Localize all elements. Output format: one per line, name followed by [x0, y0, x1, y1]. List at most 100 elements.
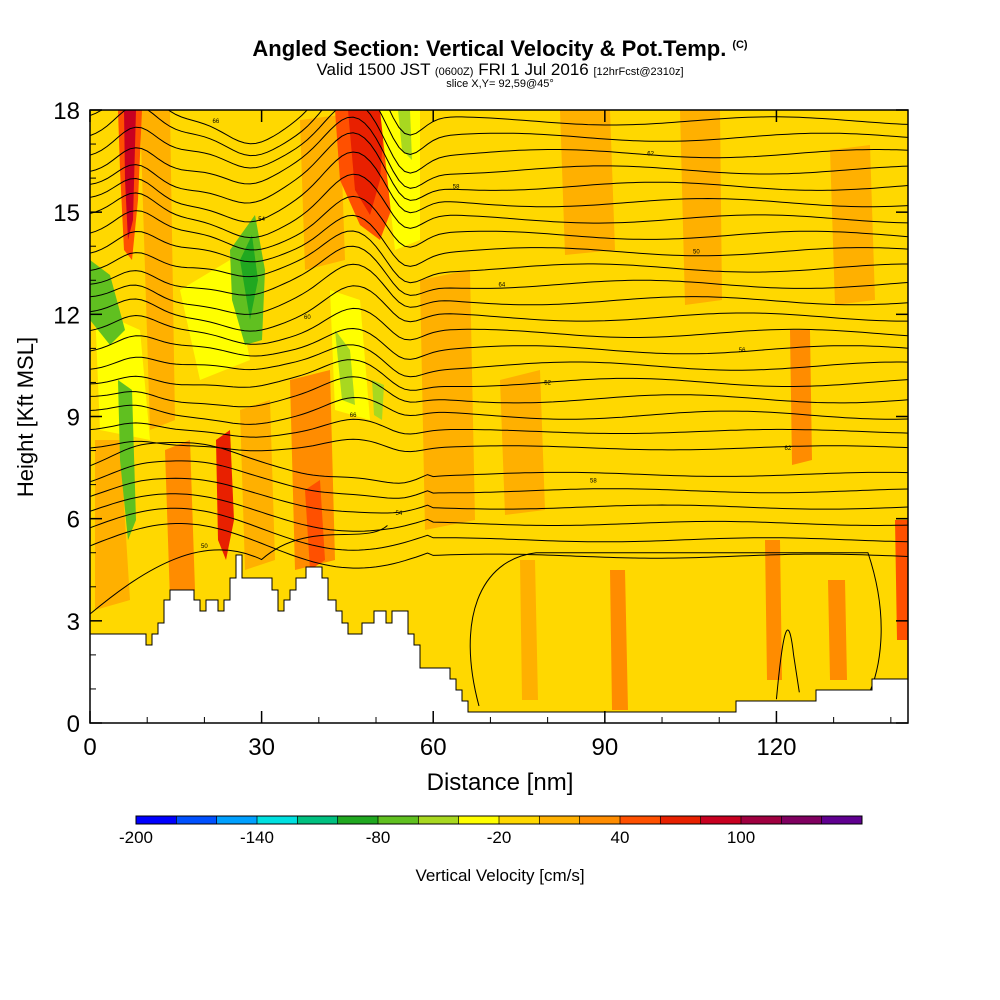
y-tick-label: 9: [67, 405, 80, 432]
colorbar-swatch: [176, 816, 218, 824]
valid-zulu: (0600Z): [434, 66, 474, 78]
isentrope-labels: 50 54 58 62 66 52 56 60 64 50 54 58 62 66: [201, 119, 792, 550]
y-tick-label: 12: [53, 302, 80, 329]
isentrope: [775, 629, 800, 700]
isentrope: [90, 151, 908, 223]
downdraft-cell: [90, 260, 125, 345]
colorbar-swatch: [821, 816, 863, 824]
isentrope: [90, 307, 908, 345]
isentrope: [90, 214, 908, 267]
field-patch: [680, 110, 722, 305]
field-patch: [895, 520, 908, 640]
x-axis-label: Distance [nm]: [427, 769, 574, 796]
field-patch: [290, 370, 335, 570]
y-tick-label: 18: [53, 98, 80, 125]
isentrope-label: 56: [739, 348, 746, 354]
chart-subtitle: Valid 1500 JST (0600Z) FRI 1 Jul 2016 [1…: [0, 60, 1000, 80]
isentrope: [90, 477, 908, 514]
colorbar-swatch: [700, 816, 742, 824]
isentrope: [90, 376, 908, 408]
isentrope-label: 50: [693, 250, 700, 256]
isentrope-label: 54: [258, 217, 265, 223]
downdraft-core: [240, 235, 258, 320]
chart-title-text: Angled Section: Vertical Velocity & Pot.…: [252, 36, 727, 61]
x-tick-label: 60: [420, 734, 447, 761]
colorbar-swatch: [539, 816, 581, 824]
x-tick-label: 120: [756, 734, 796, 761]
colorbar-tick-label: -200: [119, 828, 153, 847]
isentrope: [90, 507, 908, 551]
colorbar-tick-label: -140: [240, 828, 274, 847]
isentrope: [90, 493, 908, 532]
x-tick-label: 30: [248, 734, 275, 761]
isentrope-label: 50: [201, 544, 208, 550]
isentrope-label: 62: [647, 152, 654, 158]
y-tick-label: 6: [67, 507, 80, 534]
x-tick-label: 90: [591, 734, 618, 761]
colorbar-swatch: [579, 816, 621, 824]
colorbar-swatch: [620, 816, 661, 824]
isentrope: [90, 263, 908, 315]
y-tick-label: 15: [53, 200, 80, 227]
isentrope-label: 66: [213, 119, 220, 125]
axes: 0 30 60 90 120 0 3 6 9 12 15 18: [53, 98, 908, 761]
field-patch: [830, 145, 875, 305]
valid-date: FRI 1 Jul 2016: [478, 60, 589, 79]
isentrope-label: 58: [453, 184, 460, 190]
copyright-mark: (C): [732, 38, 748, 51]
field-patch: [765, 540, 782, 680]
downdraft-cell: [398, 110, 412, 160]
field-patch: [828, 580, 847, 680]
field-patch: [790, 330, 812, 465]
isentrope: [90, 460, 908, 499]
colorbar-swatch: [741, 816, 782, 824]
colorbar-swatch: [499, 816, 540, 824]
isentrope: [90, 110, 908, 174]
field-patch: [560, 110, 615, 255]
updraft-core: [216, 430, 234, 560]
updraft-core: [124, 110, 136, 240]
x-tick-label: 0: [83, 734, 96, 761]
colorbar-swatch: [337, 816, 379, 824]
colorbar-tick-label: -80: [366, 828, 391, 847]
isentrope: [90, 523, 908, 569]
isentrope: [90, 442, 908, 484]
field-patch: [140, 110, 175, 430]
valid-time: Valid 1500 JST: [316, 60, 431, 79]
terrain: [90, 554, 908, 723]
isentrope: [90, 132, 908, 204]
field-patch: [95, 440, 130, 610]
field-patch: [520, 560, 538, 700]
isentrope: [90, 525, 388, 615]
isentropes: [90, 110, 908, 707]
colorbar-swatch: [378, 816, 419, 824]
downdraft-cell: [118, 380, 136, 540]
field-patch: [300, 115, 345, 270]
isentrope-label: 62: [785, 446, 792, 452]
colorbar-swatch: [216, 816, 258, 824]
isentrope-label: 58: [590, 479, 597, 485]
colorbar-tick-label: 40: [611, 828, 630, 847]
isentrope: [90, 110, 908, 157]
isentrope: [90, 327, 908, 360]
colorbar-tick-label: 100: [727, 828, 755, 847]
isentrope: [90, 173, 908, 239]
isentrope-label: 60: [304, 315, 311, 321]
field-patch: [165, 440, 195, 600]
isentrope-label: 64: [499, 282, 506, 288]
y-axis-label: Height [Kft MSL]: [13, 337, 38, 497]
isentrope: [90, 418, 908, 438]
updraft-cell: [305, 480, 325, 570]
colorbar-label: Vertical Velocity [cm/s]: [415, 866, 584, 885]
colorbar-swatch: [136, 816, 177, 824]
forecast-info: [12hrFcst@2310z]: [593, 66, 684, 78]
chart-title: Angled Section: Vertical Velocity & Pot.…: [0, 36, 1000, 62]
isentrope: [90, 195, 908, 251]
isentrope: [469, 552, 882, 707]
field-patch: [240, 400, 275, 570]
y-tick-label: 0: [67, 711, 80, 738]
isentrope: [90, 438, 908, 453]
isentrope-label: 54: [396, 511, 403, 517]
isentrope: [90, 116, 908, 189]
